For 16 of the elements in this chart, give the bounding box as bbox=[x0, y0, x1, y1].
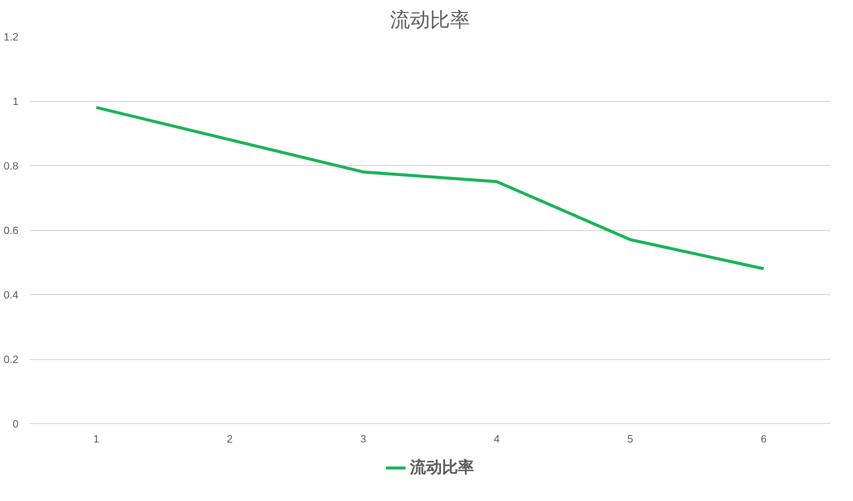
x-tick-label: 2 bbox=[226, 434, 233, 446]
y-tick-label: 0 bbox=[12, 418, 19, 430]
x-tick-label: 6 bbox=[760, 434, 767, 446]
chart-title: 流动比率 bbox=[390, 8, 470, 32]
legend-label: 流动比率 bbox=[410, 457, 474, 478]
y-tick-label: 0.8 bbox=[4, 160, 19, 172]
x-tick-label: 1 bbox=[93, 434, 100, 446]
x-tick-label: 3 bbox=[360, 434, 366, 446]
y-tick-label: 0.2 bbox=[4, 354, 19, 366]
x-tick-label: 4 bbox=[494, 434, 500, 446]
y-tick-label: 1 bbox=[12, 96, 19, 108]
line-series bbox=[94, 106, 766, 270]
y-tick-label: 1.2 bbox=[4, 32, 19, 44]
x-tick-label: 5 bbox=[627, 434, 634, 446]
y-tick-label: 0.6 bbox=[4, 225, 19, 237]
y-tick-label: 0.4 bbox=[4, 290, 19, 302]
